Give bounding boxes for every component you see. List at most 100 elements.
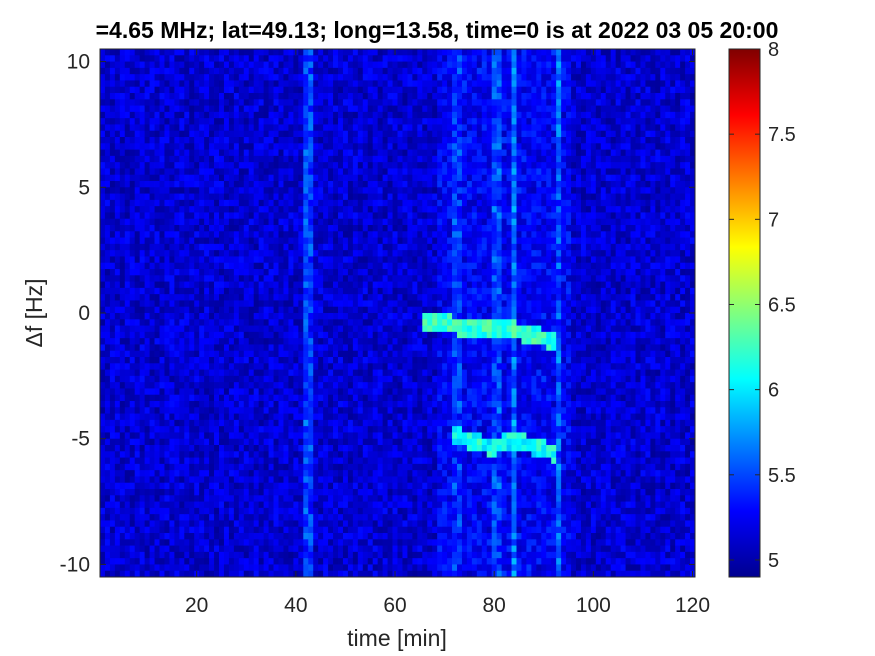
heatmap-cell xyxy=(387,237,393,245)
heatmap-cell xyxy=(288,419,294,427)
heatmap-cell xyxy=(223,237,230,245)
heatmap-cell xyxy=(104,419,111,427)
heatmap-cell xyxy=(303,149,309,157)
heatmap-cell xyxy=(377,149,384,157)
heatmap-cell xyxy=(209,231,215,238)
heatmap-cell xyxy=(184,143,190,150)
heatmap-cell xyxy=(100,124,106,132)
heatmap-cell xyxy=(159,388,165,396)
heatmap-cell xyxy=(308,218,314,226)
heatmap-cell xyxy=(333,445,339,452)
heatmap-cell xyxy=(293,350,299,358)
heatmap-cell xyxy=(104,80,111,88)
heatmap-cell xyxy=(199,313,205,320)
heatmap-cell xyxy=(367,67,374,75)
heatmap-cell xyxy=(352,300,359,308)
heatmap-cell xyxy=(228,124,235,132)
heatmap-cell xyxy=(164,269,170,276)
heatmap-cell xyxy=(308,206,314,213)
heatmap-cell xyxy=(243,199,250,207)
heatmap-cell xyxy=(248,199,255,207)
heatmap-cell xyxy=(362,520,369,528)
heatmap-cell xyxy=(372,162,379,169)
heatmap-cell xyxy=(342,155,349,163)
heatmap-cell xyxy=(238,501,245,509)
heatmap-cell xyxy=(114,419,121,427)
heatmap-cell xyxy=(377,539,384,546)
heatmap-cell xyxy=(228,168,235,176)
heatmap-cell xyxy=(144,187,150,194)
heatmap-cell xyxy=(318,388,324,396)
heatmap-cell xyxy=(268,331,274,339)
heatmap-cell xyxy=(288,331,294,339)
heatmap-cell xyxy=(119,49,126,56)
heatmap-cell xyxy=(154,401,160,408)
heatmap-cell xyxy=(347,124,354,132)
heatmap-cell xyxy=(124,382,131,389)
heatmap-cell xyxy=(308,243,314,251)
heatmap-cell xyxy=(367,375,374,383)
heatmap-cell xyxy=(333,300,339,308)
heatmap-cell xyxy=(124,155,131,163)
heatmap-cell xyxy=(387,313,393,320)
heatmap-cell xyxy=(308,55,314,62)
heatmap-cell xyxy=(248,533,255,540)
heatmap-cell xyxy=(219,300,225,308)
heatmap-cell xyxy=(372,313,379,320)
heatmap-cell xyxy=(233,130,240,138)
heatmap-cell xyxy=(119,426,126,433)
heatmap-cell xyxy=(129,514,136,521)
heatmap-cell xyxy=(144,80,150,88)
heatmap-cell xyxy=(134,445,141,452)
heatmap-cell xyxy=(387,256,393,264)
heatmap-cell xyxy=(154,143,160,150)
heatmap-cell xyxy=(278,457,284,465)
heatmap-cell xyxy=(367,111,374,119)
heatmap-cell xyxy=(248,256,255,264)
heatmap-cell xyxy=(313,407,319,414)
heatmap-cell xyxy=(248,187,255,194)
heatmap-cell xyxy=(184,80,190,88)
heatmap-cell xyxy=(194,338,200,345)
heatmap-cell xyxy=(303,206,309,213)
heatmap-cell xyxy=(303,438,309,446)
heatmap-cell xyxy=(308,401,314,408)
heatmap-cell xyxy=(323,111,329,119)
heatmap-cell xyxy=(268,287,274,295)
heatmap-cell xyxy=(209,551,215,559)
heatmap-cell xyxy=(179,539,185,546)
heatmap-cell xyxy=(273,111,279,119)
heatmap-cell xyxy=(342,206,349,213)
heatmap-cell xyxy=(263,269,269,276)
heatmap-cell xyxy=(283,438,289,446)
heatmap-cell xyxy=(144,476,150,484)
heatmap-cell xyxy=(159,533,165,540)
heatmap-cell xyxy=(362,275,369,282)
heatmap-cell xyxy=(268,526,274,534)
heatmap-cell xyxy=(119,350,126,358)
heatmap-cell xyxy=(392,149,398,157)
heatmap-cell xyxy=(238,325,245,333)
heatmap-cell xyxy=(228,86,235,94)
heatmap-cell xyxy=(283,287,289,295)
heatmap-cell xyxy=(273,181,279,188)
heatmap-cell xyxy=(293,533,299,540)
heatmap-cell xyxy=(288,174,294,182)
heatmap-cell xyxy=(233,137,240,144)
heatmap-cell xyxy=(298,432,304,440)
heatmap-cell xyxy=(303,137,309,144)
heatmap-cell xyxy=(263,319,269,326)
heatmap-cell xyxy=(382,124,388,132)
heatmap-cell xyxy=(333,275,339,282)
heatmap-cell xyxy=(124,432,131,440)
heatmap-cell xyxy=(179,526,185,534)
heatmap-cell xyxy=(352,545,359,553)
heatmap-cell xyxy=(209,533,215,540)
heatmap-cell xyxy=(333,369,339,377)
heatmap-cell xyxy=(199,476,205,484)
heatmap-cell xyxy=(104,507,111,515)
heatmap-cell xyxy=(164,187,170,194)
heatmap-cell xyxy=(382,49,388,56)
heatmap-cell xyxy=(372,250,379,257)
heatmap-cell xyxy=(318,507,324,515)
